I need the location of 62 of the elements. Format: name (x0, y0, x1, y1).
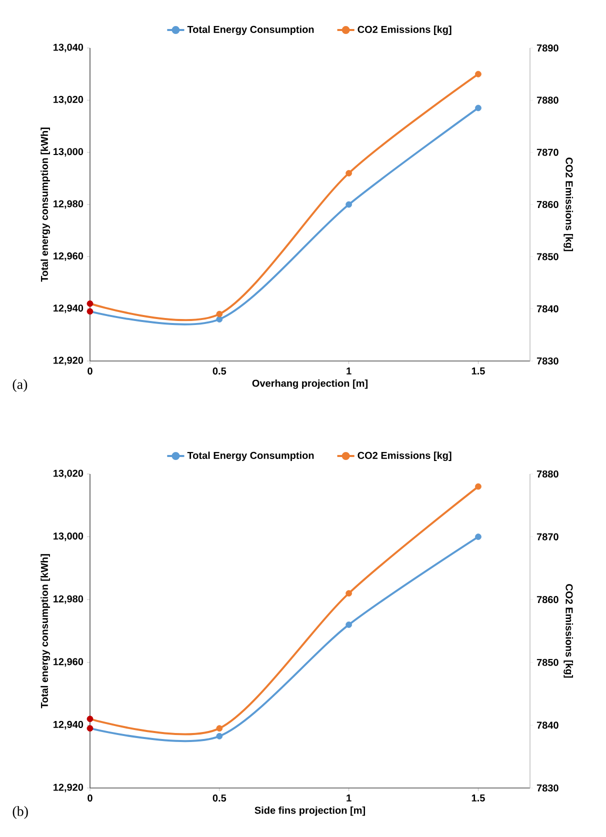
point (86, 716, 94, 722)
y2-tick-label: 7870 (536, 148, 558, 156)
y2-tick-label: 7890 (536, 44, 558, 52)
point (475, 534, 482, 540)
point (216, 316, 223, 322)
x-tick-label: 0.5 (212, 368, 226, 375)
point (86, 300, 94, 307)
y-tick-label: 13,000 (54, 532, 84, 542)
point (346, 201, 352, 208)
point (346, 622, 352, 628)
y2-tick-label: 7850 (536, 253, 558, 260)
legend-label: CO2 Emissions [kg] (358, 452, 452, 461)
y-tick-label: 13,020 (54, 470, 84, 478)
y2-tick-label: 7880 (536, 96, 558, 104)
y2-tick-label: 7870 (536, 533, 558, 540)
y2-tick-label: 7880 (536, 470, 558, 478)
y2-tick-label: 7840 (536, 722, 558, 729)
y-tick-label: 13,040 (54, 44, 84, 52)
x-tick-label: 1 (346, 368, 352, 374)
y2-tick-label: 7830 (536, 784, 558, 792)
point (216, 732, 223, 740)
y-tick-label: 12,940 (54, 304, 84, 314)
y-tick-label: 13,000 (54, 148, 84, 157)
point (86, 308, 94, 315)
legend-label: Total Energy Consumption (187, 26, 314, 36)
y-axis-title: Total energy consumption [kWh] (40, 554, 50, 708)
y-tick-label: 12,980 (54, 595, 84, 604)
x-tick-label: 0 (88, 368, 92, 375)
legend-label: Total Energy Consumption (187, 452, 314, 461)
x-tick-label: 0 (88, 794, 92, 802)
x-axis-title: Overhang projection [m] (252, 379, 368, 389)
text: (a) (12, 379, 28, 392)
y2-tick-label: 7830 (536, 357, 558, 365)
y-tick-label: 12,940 (54, 720, 84, 730)
point (216, 725, 223, 732)
y-tick-label: 13,020 (54, 96, 84, 104)
point (475, 104, 482, 112)
x-tick-label: 1 (346, 794, 352, 802)
x-tick-label: 0.5 (212, 794, 226, 802)
y2-tick-label: 7860 (536, 596, 558, 604)
point (475, 483, 482, 490)
point (216, 310, 223, 318)
y-tick-label: 12,920 (54, 784, 84, 792)
point (346, 170, 352, 176)
y-tick-label: 12,960 (54, 658, 84, 667)
y2-axis-title: CO2 Emissions [kg] (564, 158, 574, 252)
y2-axis-title: CO2 Emissions [kg] (564, 584, 574, 678)
x-axis-title: Side fins projection [m] (254, 806, 366, 816)
x-tick-label: 1.5 (472, 368, 485, 374)
point (346, 590, 352, 597)
x-tick-label: 1.5 (472, 794, 485, 802)
y-axis-title: Total energy consumption [kWh] (40, 128, 50, 282)
legend-label: CO2 Emissions [kg] (358, 26, 452, 36)
y-tick-label: 12,980 (54, 200, 84, 209)
y2-tick-label: 7860 (536, 200, 558, 208)
y-tick-label: 12,960 (54, 252, 84, 261)
point (475, 70, 482, 78)
y2-tick-label: 7840 (536, 305, 558, 312)
y2-tick-label: 7850 (536, 658, 558, 666)
y-tick-label: 12,920 (54, 356, 84, 366)
text: (b) (12, 806, 28, 819)
point (86, 725, 94, 732)
